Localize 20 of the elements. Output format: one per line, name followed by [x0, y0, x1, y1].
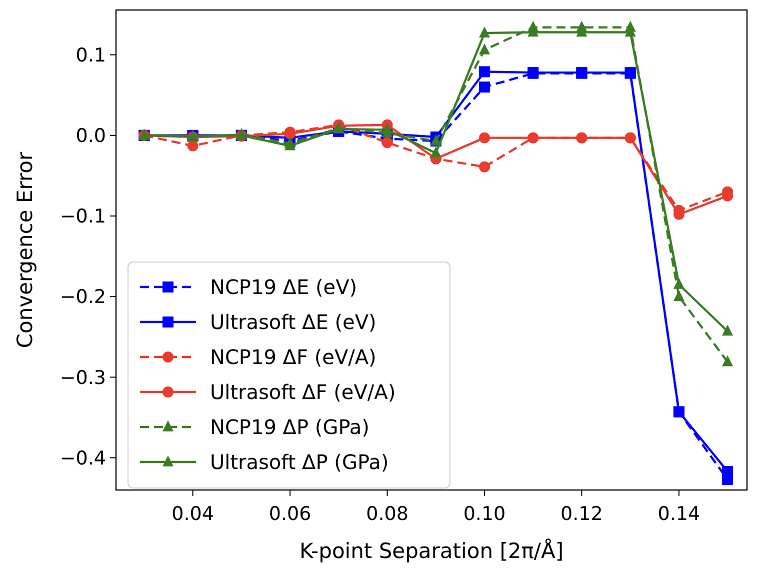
x-tick-label: 0.12: [560, 503, 603, 525]
x-tick-label: 0.08: [366, 503, 408, 525]
legend-label: Ultrasoft ΔE (eV): [210, 310, 376, 334]
y-tick-label: −0.3: [60, 366, 106, 389]
x-tick-label: 0.14: [658, 503, 700, 525]
y-tick-label: −0.4: [60, 447, 106, 470]
legend-label: Ultrasoft ΔF (eV/A): [210, 380, 396, 404]
y-tick-label: −0.1: [60, 206, 106, 228]
legend-label: NCP19 ΔE (eV): [210, 275, 358, 299]
x-tick-label: 0.04: [172, 503, 214, 525]
x-tick-label: 0.10: [463, 503, 506, 525]
x-axis-title: K-point Separation [2π/Å]: [299, 538, 564, 563]
y-tick-label: −0.2: [60, 286, 106, 308]
x-tick-label: 0.06: [268, 503, 312, 525]
y-tick-label: 0.1: [76, 44, 106, 66]
legend-label: NCP19 ΔF (eV/A): [210, 345, 376, 369]
y-axis-title: Convergence Error: [13, 151, 37, 348]
legend-label: Ultrasoft ΔP (GPa): [210, 450, 389, 474]
y-tick-label: 0.0: [76, 125, 106, 148]
legend-label: NCP19 ΔP (GPa): [210, 415, 370, 439]
